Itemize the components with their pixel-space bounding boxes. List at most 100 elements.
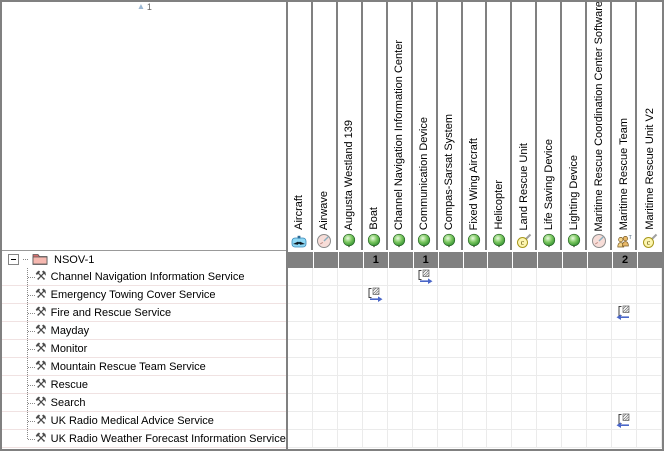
matrix-cell[interactable] [537, 430, 563, 448]
column-header[interactable]: Aircraft [288, 2, 313, 250]
column-header[interactable]: Channel Navigation Information Center [388, 2, 413, 250]
tree-row[interactable]: ⚒ Fire and Rescue Service [2, 304, 286, 322]
matrix-cell[interactable] [487, 412, 513, 430]
matrix-cell[interactable] [412, 304, 438, 322]
matrix-cell[interactable] [437, 304, 463, 322]
matrix-cell[interactable] [512, 304, 538, 322]
matrix-cell[interactable] [312, 268, 338, 286]
matrix-cell[interactable] [437, 340, 463, 358]
matrix-cell[interactable] [337, 358, 363, 376]
matrix-cell[interactable] [312, 412, 338, 430]
matrix-cell[interactable] [462, 322, 488, 340]
matrix-cell[interactable] [387, 268, 413, 286]
matrix-cell[interactable] [337, 268, 363, 286]
column-header[interactable]: Land Rescue Unit c [512, 2, 538, 250]
column-header[interactable]: Maritime Rescue Team T [612, 2, 638, 250]
matrix-cell[interactable] [587, 376, 613, 394]
column-header[interactable]: Life Saving Device [537, 2, 563, 250]
matrix-cell[interactable] [637, 340, 662, 358]
matrix-cell[interactable] [362, 322, 388, 340]
matrix-cell[interactable] [487, 322, 513, 340]
matrix-cell[interactable] [587, 358, 613, 376]
matrix-cell[interactable] [512, 376, 538, 394]
matrix-cell[interactable] [637, 286, 662, 304]
matrix-cell[interactable] [412, 286, 438, 304]
matrix-cell[interactable] [412, 376, 438, 394]
matrix-cell[interactable] [487, 376, 513, 394]
matrix-cell[interactable] [337, 430, 363, 448]
column-header[interactable]: Maritime Rescue Coordination Center Soft… [587, 2, 613, 250]
matrix-cell[interactable] [412, 268, 438, 286]
column-header[interactable]: Boat [363, 2, 388, 250]
matrix-cell[interactable] [462, 286, 488, 304]
matrix-cell[interactable] [288, 430, 313, 448]
matrix-cell[interactable] [312, 430, 338, 448]
matrix-cell[interactable] [412, 322, 438, 340]
matrix-cell[interactable] [437, 412, 463, 430]
tree-row[interactable]: ⚒ Channel Navigation Information Service [2, 268, 286, 286]
matrix-cell[interactable] [612, 322, 638, 340]
matrix-cell[interactable] [437, 286, 463, 304]
matrix-cell[interactable] [288, 286, 313, 304]
matrix-cell[interactable] [312, 394, 338, 412]
matrix-cell[interactable] [562, 340, 588, 358]
matrix-cell[interactable] [487, 340, 513, 358]
matrix-cell[interactable] [562, 376, 588, 394]
matrix-cell[interactable] [612, 376, 638, 394]
matrix-cell[interactable] [637, 304, 662, 322]
matrix-cell[interactable] [612, 304, 638, 322]
matrix-cell[interactable] [562, 358, 588, 376]
matrix-cell[interactable] [288, 322, 313, 340]
matrix-cell[interactable] [462, 394, 488, 412]
matrix-cell[interactable] [537, 340, 563, 358]
column-header[interactable]: Airwave [313, 2, 338, 250]
matrix-cell[interactable] [637, 430, 662, 448]
matrix-cell[interactable] [337, 412, 363, 430]
matrix-cell[interactable] [387, 286, 413, 304]
matrix-cell[interactable] [288, 358, 313, 376]
column-header[interactable]: Helicopter [487, 2, 513, 250]
matrix-cell[interactable] [312, 340, 338, 358]
matrix-cell[interactable] [587, 286, 613, 304]
matrix-cell[interactable] [362, 376, 388, 394]
matrix-cell[interactable] [337, 304, 363, 322]
matrix-cell[interactable] [462, 412, 488, 430]
matrix-cell[interactable] [587, 322, 613, 340]
column-header[interactable]: Augusta Westland 139 [338, 2, 363, 250]
matrix-cell[interactable] [412, 430, 438, 448]
matrix-cell[interactable] [362, 340, 388, 358]
matrix-cell[interactable] [612, 394, 638, 412]
matrix-cell[interactable] [462, 430, 488, 448]
matrix-cell[interactable] [387, 322, 413, 340]
matrix-cell[interactable] [387, 340, 413, 358]
matrix-cell[interactable] [512, 268, 538, 286]
matrix-cell[interactable] [437, 376, 463, 394]
matrix-cell[interactable] [462, 358, 488, 376]
matrix-cell[interactable] [387, 358, 413, 376]
tree-row[interactable]: ⚒ Monitor [2, 340, 286, 358]
tree-row[interactable]: ⚒ Emergency Towing Cover Service [2, 286, 286, 304]
matrix-cell[interactable] [362, 412, 388, 430]
matrix-cell[interactable] [587, 394, 613, 412]
matrix-cell[interactable] [337, 394, 363, 412]
matrix-cell[interactable] [387, 430, 413, 448]
matrix-cell[interactable] [412, 394, 438, 412]
matrix-cell[interactable] [512, 412, 538, 430]
matrix-cell[interactable] [537, 358, 563, 376]
matrix-cell[interactable] [562, 394, 588, 412]
matrix-cell[interactable] [312, 286, 338, 304]
matrix-cell[interactable] [612, 340, 638, 358]
matrix-cell[interactable] [462, 340, 488, 358]
matrix-cell[interactable] [537, 286, 563, 304]
collapse-icon[interactable] [8, 254, 19, 265]
matrix-cell[interactable] [312, 304, 338, 322]
matrix-cell[interactable] [437, 394, 463, 412]
matrix-cell[interactable] [562, 286, 588, 304]
matrix-cell[interactable] [288, 394, 313, 412]
matrix-cell[interactable] [487, 304, 513, 322]
matrix-cell[interactable] [362, 430, 388, 448]
matrix-cell[interactable] [288, 340, 313, 358]
tree-row[interactable]: ⚒ UK Radio Weather Forecast Information S… [2, 430, 286, 448]
matrix-cell[interactable] [562, 322, 588, 340]
matrix-cell[interactable] [487, 268, 513, 286]
